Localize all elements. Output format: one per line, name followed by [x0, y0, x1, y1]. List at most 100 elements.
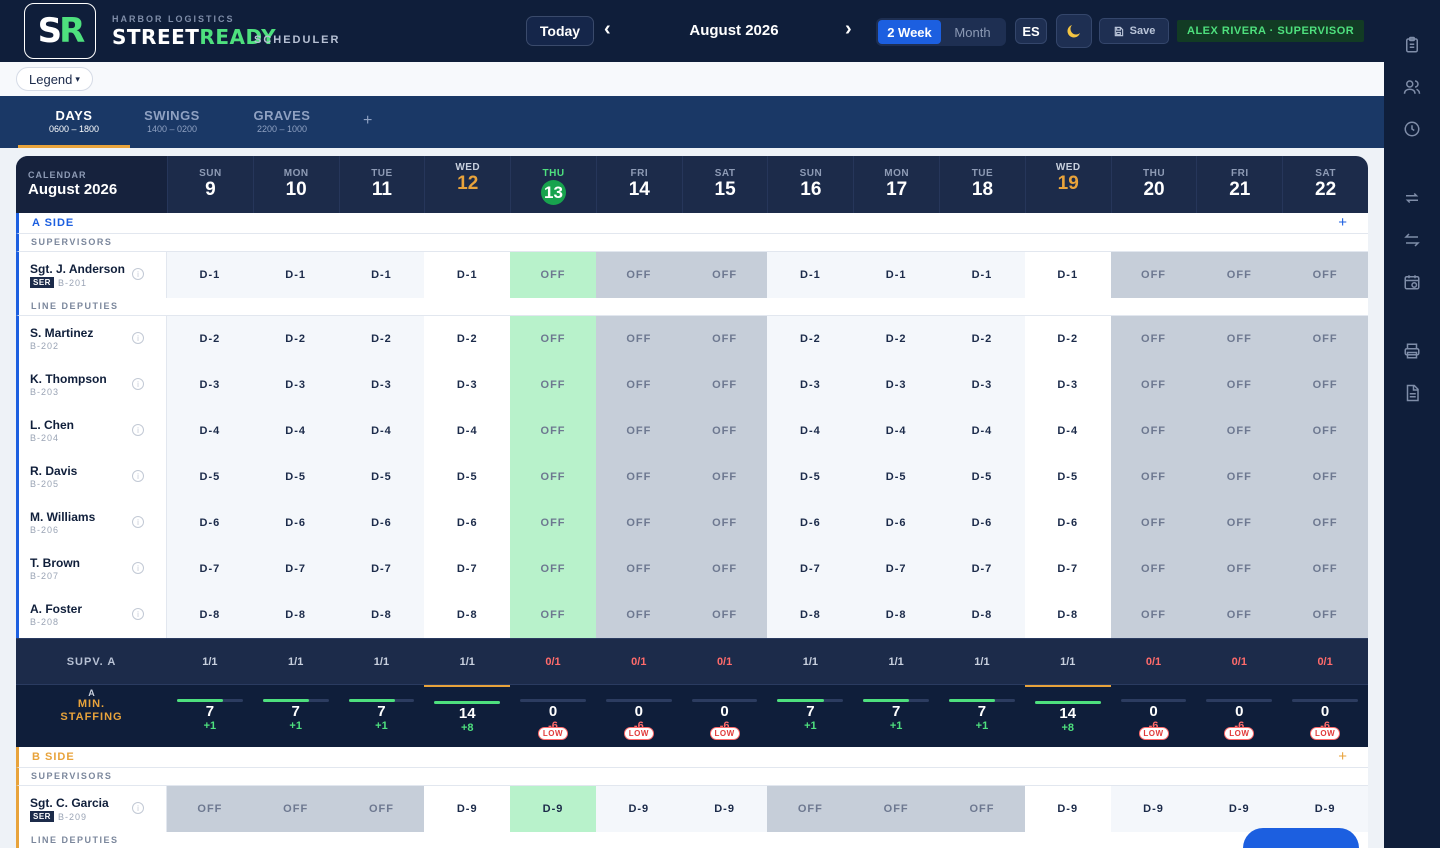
shift-cell[interactable]: OFF	[1110, 252, 1197, 298]
shift-cell[interactable]: D-7	[1024, 546, 1111, 592]
shift-cell[interactable]: D-5	[939, 454, 1025, 500]
shift-cell[interactable]: OFF	[595, 362, 682, 408]
day-header[interactable]: FRI 14	[595, 156, 682, 213]
add-tab-button[interactable]: +	[363, 112, 373, 129]
shift-cell[interactable]: OFF	[1196, 592, 1283, 638]
day-header[interactable]: SAT 22	[1282, 156, 1368, 213]
day-header[interactable]: MON 17	[853, 156, 939, 213]
shift-cell[interactable]: D-5	[853, 454, 940, 500]
info-icon[interactable]: i	[132, 268, 144, 280]
day-header[interactable]: WED 19	[1024, 156, 1111, 213]
shift-cell[interactable]: D-8	[424, 592, 511, 638]
shift-cell[interactable]: D-9	[424, 786, 511, 832]
shift-cell[interactable]: D-7	[767, 546, 854, 592]
person-cell[interactable]: Sgt. C. Garcia SER B-209 i	[16, 786, 167, 832]
shift-cell[interactable]: OFF	[510, 454, 596, 500]
shift-cell[interactable]: OFF	[1196, 500, 1283, 546]
shift-cell[interactable]: OFF	[1110, 546, 1197, 592]
shift-cell[interactable]: OFF	[681, 454, 768, 500]
shift-cell[interactable]: OFF	[681, 252, 768, 298]
shift-cell[interactable]: D-8	[767, 592, 854, 638]
clock-icon[interactable]	[1403, 120, 1421, 138]
shift-cell[interactable]: OFF	[510, 592, 596, 638]
shift-cell[interactable]: D-8	[1024, 592, 1111, 638]
shift-cell[interactable]: D-3	[338, 362, 425, 408]
shift-cell[interactable]: D-5	[767, 454, 854, 500]
language-button[interactable]: ES	[1015, 18, 1047, 44]
shift-cell[interactable]: OFF	[1110, 454, 1197, 500]
shift-cell[interactable]: OFF	[1282, 546, 1368, 592]
clipboard-icon[interactable]	[1403, 36, 1421, 54]
shift-cell[interactable]: D-6	[424, 500, 511, 546]
shift-cell[interactable]: OFF	[767, 786, 854, 832]
shift-cell[interactable]: OFF	[1110, 362, 1197, 408]
shift-cell[interactable]: OFF	[1196, 546, 1283, 592]
shift-cell[interactable]: OFF	[1282, 454, 1368, 500]
shift-cell[interactable]: OFF	[681, 316, 768, 362]
day-header[interactable]: TUE 18	[939, 156, 1025, 213]
day-header[interactable]: WED 12	[424, 156, 510, 213]
shift-cell[interactable]: D-4	[1024, 408, 1111, 454]
shift-cell[interactable]: D-2	[424, 316, 511, 362]
shift-cell[interactable]: D-6	[939, 500, 1025, 546]
shift-cell[interactable]: OFF	[1282, 316, 1368, 362]
shift-cell[interactable]: OFF	[1196, 316, 1283, 362]
document-icon[interactable]	[1403, 384, 1421, 402]
shift-cell[interactable]: D-2	[1024, 316, 1111, 362]
add-row-button[interactable]: +	[1338, 214, 1348, 231]
shift-cell[interactable]: D-6	[1024, 500, 1111, 546]
theme-toggle-button[interactable]	[1056, 14, 1092, 48]
shift-cell[interactable]: OFF	[510, 362, 596, 408]
shift-cell[interactable]: D-3	[767, 362, 854, 408]
person-cell[interactable]: K. Thompson B-203 i	[16, 362, 167, 408]
shift-cell[interactable]: D-9	[1024, 786, 1111, 832]
shift-cell[interactable]: OFF	[595, 500, 682, 546]
shift-cell[interactable]: OFF	[681, 500, 768, 546]
view-month-button[interactable]: Month	[954, 24, 991, 40]
shift-cell[interactable]: OFF	[338, 786, 425, 832]
shift-cell[interactable]: D-7	[338, 546, 425, 592]
shift-cell[interactable]: OFF	[252, 786, 339, 832]
shift-cell[interactable]: D-3	[1024, 362, 1111, 408]
info-icon[interactable]: i	[132, 562, 144, 574]
shift-cell[interactable]: OFF	[510, 252, 596, 298]
shift-cell[interactable]: OFF	[510, 408, 596, 454]
person-cell[interactable]: R. Davis B-205 i	[16, 454, 167, 500]
shift-cell[interactable]: OFF	[1110, 592, 1197, 638]
shift-cell[interactable]: D-9	[1110, 786, 1197, 832]
shift-cell[interactable]: OFF	[595, 316, 682, 362]
shift-cell[interactable]: D-4	[767, 408, 854, 454]
shift-cell[interactable]: D-8	[853, 592, 940, 638]
shift-cell[interactable]: OFF	[853, 786, 940, 832]
shift-cell[interactable]: D-6	[252, 500, 339, 546]
shift-cell[interactable]: OFF	[681, 408, 768, 454]
shift-cell[interactable]: D-9	[595, 786, 682, 832]
shift-cell[interactable]: OFF	[1282, 362, 1368, 408]
save-button[interactable]: Save	[1099, 18, 1169, 44]
shift-cell[interactable]: D-4	[424, 408, 511, 454]
today-button[interactable]: Today	[526, 16, 594, 46]
calendar-clock-icon[interactable]	[1403, 273, 1421, 291]
person-cell[interactable]: S. Martinez B-202 i	[16, 316, 167, 362]
day-header[interactable]: MON 10	[252, 156, 339, 213]
shift-cell[interactable]: OFF	[167, 786, 253, 832]
shift-cell[interactable]: OFF	[1196, 252, 1283, 298]
info-icon[interactable]: i	[132, 802, 144, 814]
day-header[interactable]: SAT 15	[681, 156, 768, 213]
day-header[interactable]: FRI 21	[1196, 156, 1282, 213]
legend-button[interactable]: Legend ▾	[16, 67, 93, 91]
shift-cell[interactable]: D-7	[939, 546, 1025, 592]
tab-graves[interactable]: GRAVES 2200 – 1000	[226, 96, 338, 148]
shift-cell[interactable]: D-4	[167, 408, 253, 454]
shift-cell[interactable]: D-1	[338, 252, 425, 298]
day-header[interactable]: SUN 9	[167, 156, 253, 213]
shift-cell[interactable]: D-2	[338, 316, 425, 362]
shift-cell[interactable]: D-1	[939, 252, 1025, 298]
shift-cell[interactable]: D-2	[252, 316, 339, 362]
shift-cell[interactable]: D-2	[939, 316, 1025, 362]
shift-cell[interactable]: OFF	[595, 546, 682, 592]
shift-cell[interactable]: D-5	[424, 454, 511, 500]
shift-cell[interactable]: D-2	[853, 316, 940, 362]
shift-cell[interactable]: D-3	[853, 362, 940, 408]
